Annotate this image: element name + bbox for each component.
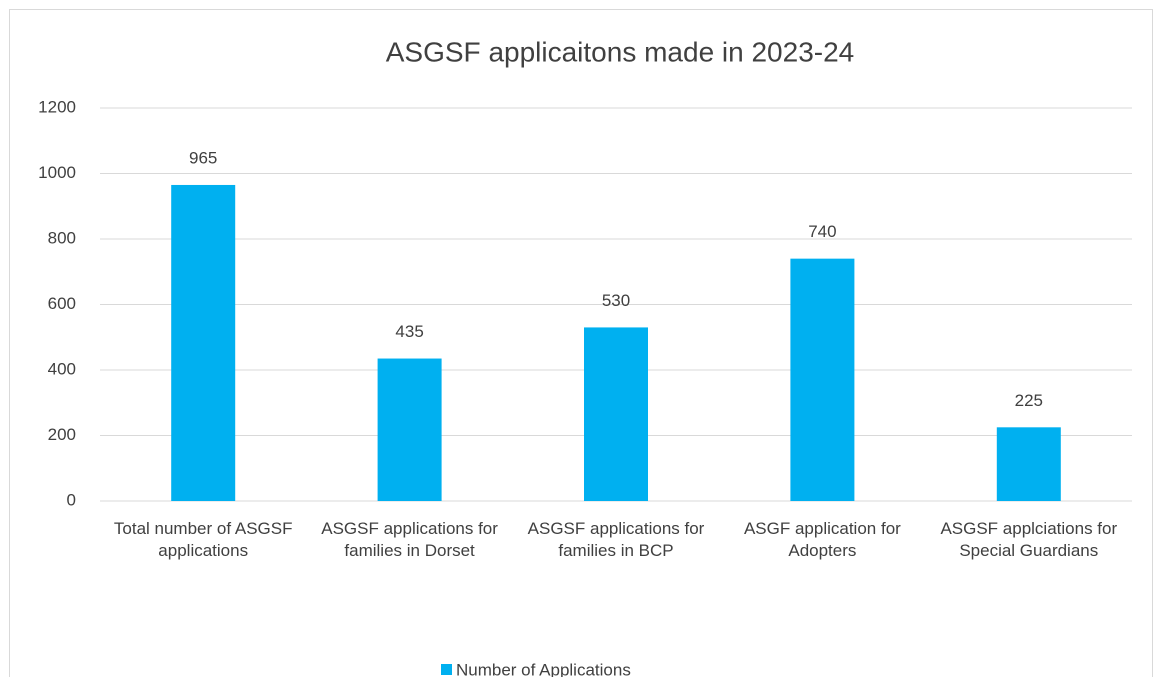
bar (171, 184, 236, 501)
y-tick-label: 800 (48, 228, 76, 247)
x-tick-label: ASGSF applications for families in BCP (527, 519, 705, 560)
bar (377, 358, 442, 501)
chart-title: ASGSF applicaitons made in 2023-24 (386, 36, 855, 67)
x-tick-label: ASGF application for Adopters (743, 519, 901, 560)
y-tick-label: 1000 (38, 163, 76, 182)
y-tick-label: 0 (67, 490, 76, 509)
x-tick-label: ASGSF applciations for Special Guardians (940, 519, 1118, 560)
y-tick-label: 1200 (38, 97, 76, 116)
data-label: 740 (808, 222, 836, 241)
data-label: 435 (395, 322, 423, 341)
bar (790, 258, 855, 501)
data-label: 225 (1015, 391, 1043, 410)
legend-swatch (441, 664, 452, 675)
y-tick-label: 200 (48, 425, 76, 444)
legend-label: Number of Applications (456, 660, 631, 677)
chart-border (9, 9, 1153, 677)
data-label: 530 (602, 291, 630, 310)
y-tick-label: 400 (48, 359, 76, 378)
x-tick-label: ASGSF applications for families in Dorse… (321, 519, 498, 560)
x-tick-label: Total number of ASGSF applications (113, 519, 293, 560)
data-label: 965 (189, 148, 217, 167)
y-tick-label: 600 (48, 294, 76, 313)
bar (996, 427, 1061, 501)
bar (584, 327, 648, 501)
